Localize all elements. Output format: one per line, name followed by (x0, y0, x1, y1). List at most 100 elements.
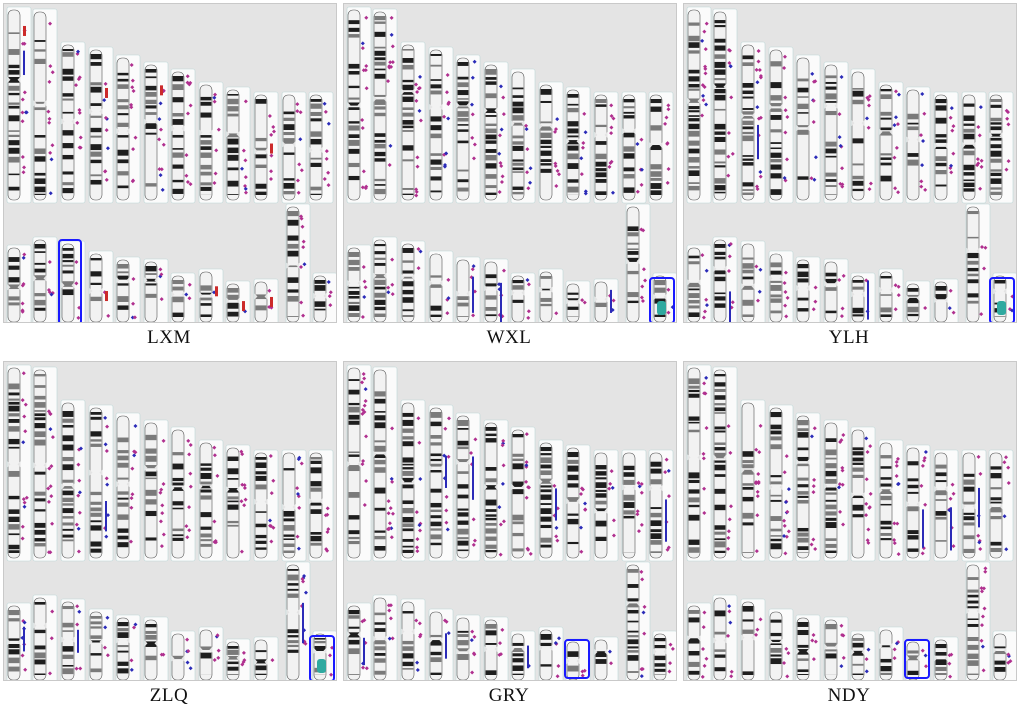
chromosome (253, 278, 279, 322)
chromosome (170, 630, 196, 680)
chromosome (538, 268, 564, 322)
chromosome (712, 8, 738, 204)
chromosome (905, 280, 931, 322)
panel-cell-gry: GRY (340, 358, 678, 713)
chromosome (768, 608, 794, 680)
chromosome (823, 258, 849, 322)
chromosome (455, 412, 481, 562)
chromosome-set (6, 364, 336, 680)
chromosome (712, 594, 738, 680)
chromosome (372, 236, 398, 322)
karyogram-panel (343, 3, 677, 323)
highlight-box (904, 639, 930, 679)
chromosome (281, 449, 307, 562)
chromosome (6, 6, 32, 204)
chromosome (686, 364, 712, 562)
karyogram-panel (3, 3, 337, 323)
chromosome (768, 250, 794, 322)
chromosome (198, 439, 224, 562)
chromosome (795, 614, 821, 680)
chromosome (625, 203, 651, 322)
chromosome (115, 614, 141, 680)
chromosome (905, 86, 931, 204)
chromosome (905, 444, 931, 562)
karyogram-svg (346, 6, 676, 322)
chromosome (281, 91, 307, 204)
chromosome (961, 91, 987, 204)
chromosome (740, 240, 766, 322)
karyogram-svg (686, 6, 1016, 322)
chromosome (143, 419, 169, 562)
chromosome (510, 68, 536, 204)
chromosome (143, 258, 169, 322)
chromosome (510, 426, 536, 562)
panel-label: ZLQ (149, 685, 189, 706)
chromosome (795, 412, 821, 562)
chromosome (565, 86, 591, 204)
chromosome (32, 594, 58, 680)
chromosome-set (686, 364, 1016, 680)
chromosome (483, 258, 509, 322)
chromosome (992, 630, 1016, 680)
chromosome (686, 244, 712, 322)
chromosome (483, 616, 509, 680)
chromosome (648, 91, 674, 204)
chromosome (593, 91, 619, 204)
chromosome (170, 68, 196, 204)
highlight-box (989, 277, 1015, 322)
chromosome-set (346, 364, 676, 680)
chromosome (88, 404, 114, 562)
chromosome (625, 561, 651, 680)
chromosome (795, 54, 821, 204)
chromosome (60, 240, 86, 322)
chromosome (253, 636, 279, 680)
panel-cell-lxm: LXM (0, 0, 338, 355)
karyogram-svg (6, 364, 336, 680)
chromosome (285, 203, 311, 322)
chromosome (88, 250, 114, 322)
chromosome (32, 366, 58, 562)
chromosome (428, 404, 454, 562)
chromosome (400, 41, 426, 204)
chromosome (878, 81, 904, 204)
panel-label: GRY (488, 685, 530, 706)
chromosome (308, 449, 334, 562)
chromosome-set (346, 6, 676, 322)
chromosome (253, 449, 279, 562)
chromosome (565, 638, 591, 680)
chromosome (621, 91, 647, 204)
chromosome-set (686, 6, 1016, 322)
chromosome (346, 602, 372, 680)
chromosome (60, 399, 86, 562)
karyogram-panel (683, 361, 1017, 681)
chromosome (170, 426, 196, 562)
chromosome (455, 54, 481, 204)
chromosome (400, 240, 426, 322)
chromosome (538, 81, 564, 204)
highlight-box (564, 639, 590, 679)
karyogram-panel (3, 361, 337, 681)
highlight-box (58, 239, 82, 322)
panel-cell-ylh: YLH (680, 0, 1018, 355)
chromosome (823, 419, 849, 562)
chromosome (32, 8, 58, 204)
chromosome (346, 244, 372, 322)
chromosome (88, 608, 114, 680)
chromosome (933, 278, 959, 322)
chromosome (225, 638, 251, 680)
chromosome (850, 630, 876, 680)
chromosome (170, 272, 196, 322)
chromosome (312, 272, 336, 322)
chromosome (933, 636, 959, 680)
chromosome (346, 364, 372, 562)
panel-label: WXL (486, 327, 532, 348)
chromosome (428, 250, 454, 322)
chromosome (400, 399, 426, 562)
chromosome (225, 280, 251, 322)
chromosome (593, 278, 619, 322)
chromosome (32, 236, 58, 322)
chromosome (115, 256, 141, 322)
highlight-box (309, 635, 335, 680)
chromosome (593, 449, 619, 562)
chromosome (88, 46, 114, 204)
